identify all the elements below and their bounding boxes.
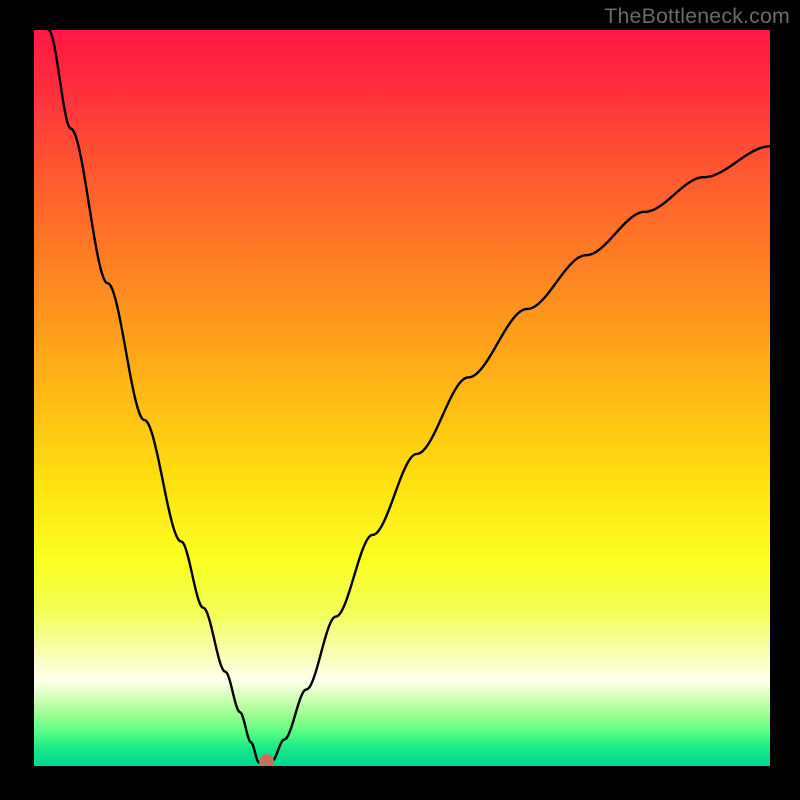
plot-background-gradient (34, 30, 770, 766)
bottleneck-chart (0, 0, 800, 800)
chart-container: TheBottleneck.com (0, 0, 800, 800)
watermark-text: TheBottleneck.com (604, 4, 790, 29)
